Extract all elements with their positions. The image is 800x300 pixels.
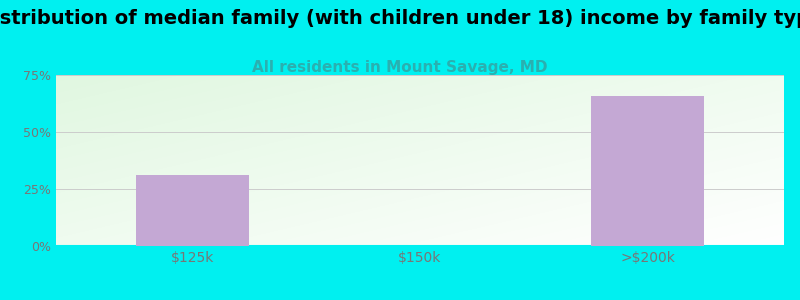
Bar [136,175,250,246]
Text: Distribution of median family (with children under 18) income by family type: Distribution of median family (with chil… [0,9,800,28]
Text: All residents in Mount Savage, MD: All residents in Mount Savage, MD [252,60,548,75]
Bar [590,95,704,246]
